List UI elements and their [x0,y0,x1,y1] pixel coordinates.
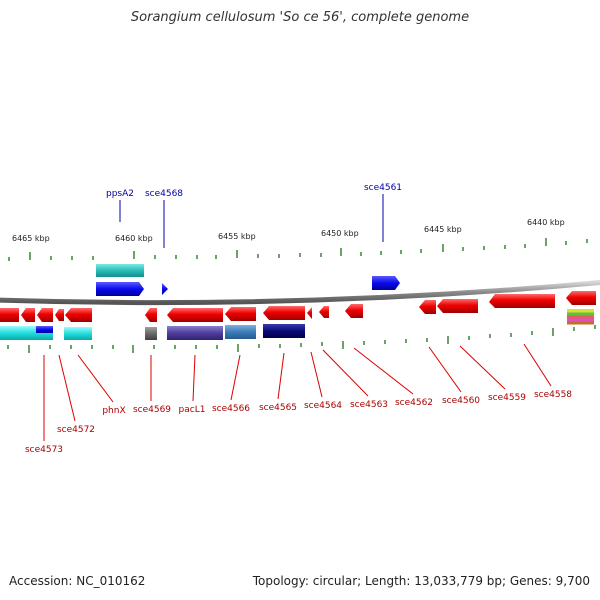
forward-features [96,264,400,296]
scale-ticks-top [8,238,588,261]
reverse-feature-box-multicolor [567,318,594,322]
forward-gene-arrow [162,283,168,295]
scale-label: 6450 kbp [321,229,359,238]
reverse-feature-box [36,326,53,333]
genome-backbone [0,279,600,306]
gene-label-bottom: sce4566 [212,404,250,414]
reverse-feature-box [167,326,223,340]
scale-label: 6460 kbp [115,234,153,243]
reverse-gene-arrow [0,308,19,322]
bottom-gene-labels: sce4573 sce4572 phnX sce4569 pacL1 sce45… [25,390,572,455]
gene-label-bottom: sce4560 [442,396,480,406]
reverse-feature-box-multicolor [567,315,594,319]
forward-feature-box [96,264,144,277]
reverse-gene-arrow [145,308,157,322]
reverse-gene-arrow [345,304,363,318]
scale-labels: 6465 kbp 6460 kbp 6455 kbp 6450 kbp 6445… [12,218,565,243]
gene-label-top: sce4561 [364,183,402,193]
gene-label-bottom: sce4558 [534,390,572,400]
reverse-feature-box-multicolor [567,312,594,316]
reverse-feature-box [225,325,256,339]
gene-label-bottom: sce4559 [488,393,526,403]
genome-info-text: Topology: circular; Length: 13,033,779 b… [252,574,590,588]
reverse-feature-box [64,327,92,340]
gene-label-bottom: sce4563 [350,400,388,410]
gene-label-top: sce4568 [145,189,183,199]
forward-gene-arrow [372,276,400,290]
scale-ticks-bottom [7,325,596,353]
gene-label-top: ppsA2 [106,189,134,199]
reverse-gene-arrow [437,299,478,313]
reverse-feature-box [263,324,305,338]
forward-gene-arrow [96,282,144,296]
reverse-feature-box [145,327,157,340]
gene-label-bottom: sce4573 [25,445,63,455]
reverse-gene-arrow [566,291,596,305]
reverse-gene-arrow [37,308,53,322]
gene-label-bottom: sce4569 [133,405,171,415]
top-label-leaders [119,194,384,248]
scale-label: 6455 kbp [218,232,256,241]
top-gene-labels: ppsA2 sce4568 sce4561 [106,183,402,199]
reverse-gene-arrow [225,307,256,321]
map-title: Sorangium cellulosum 'So ce 56', complet… [130,10,470,25]
gene-label-bottom: sce4565 [259,403,297,413]
scale-label: 6445 kbp [424,225,462,234]
gene-label-bottom: sce4564 [304,401,342,411]
reverse-gene-arrow [263,306,305,320]
reverse-gene-arrow [21,308,35,322]
reverse-gene-arrow [55,309,64,321]
accession-text: Accession: NC_010162 [9,574,146,588]
reverse-gene-arrow [307,307,312,319]
gene-label-bottom: sce4562 [395,398,433,408]
bottom-label-leaders [43,343,552,441]
reverse-gene-arrow [419,300,436,314]
reverse-gene-arrow [319,306,329,318]
gene-label-bottom: pacL1 [179,405,206,415]
reverse-gene-arrow [65,308,92,322]
gene-label-bottom: sce4572 [57,425,95,435]
reverse-feature-boxes [0,309,594,340]
reverse-gene-arrow [489,294,555,308]
scale-label: 6465 kbp [12,234,50,243]
reverse-genes [0,291,596,322]
gene-label-bottom: phnX [102,406,125,416]
reverse-feature-box-multicolor [567,321,594,325]
reverse-feature-box-multicolor [567,309,594,313]
reverse-gene-arrow [167,308,223,322]
scale-label: 6440 kbp [527,218,565,227]
